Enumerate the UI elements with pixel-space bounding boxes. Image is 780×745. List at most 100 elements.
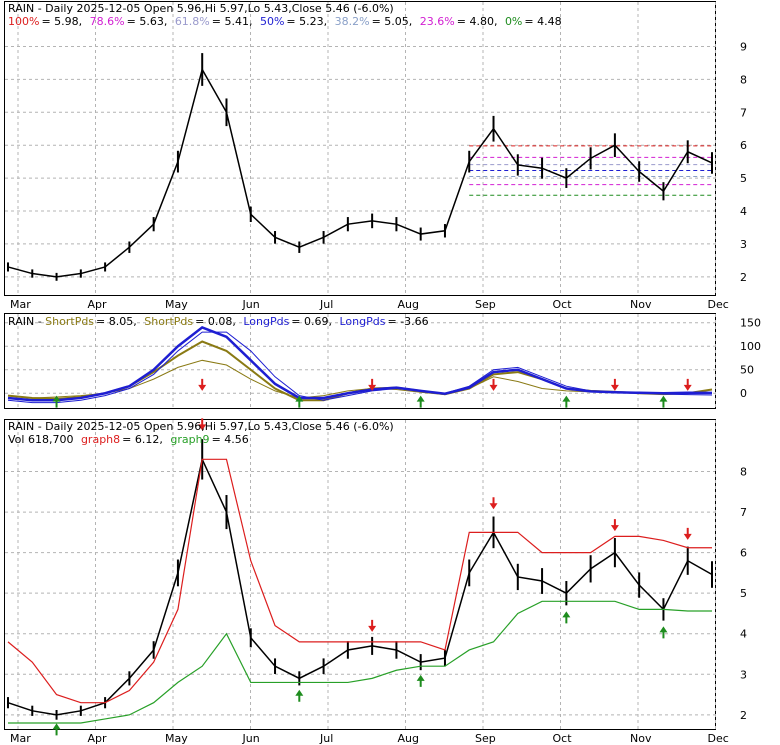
longpds-2-value: = -3.66	[387, 315, 428, 328]
buy-arrow	[295, 689, 304, 702]
x-tick-label: Oct	[553, 298, 573, 311]
y-tick-label: 3	[740, 238, 747, 251]
y-tick-label: 3	[740, 668, 747, 681]
y-tick-label: 0	[740, 387, 747, 400]
fib-50-value: = 5.23,	[286, 15, 327, 28]
sell-arrow	[198, 378, 207, 391]
fib-100-value: = 5.98,	[41, 15, 82, 28]
y-tick-label: 50	[740, 364, 754, 377]
sell-arrow	[368, 619, 377, 632]
shortpds-2-value: = 0.08,	[195, 315, 236, 328]
fib-382-label: 38.2%	[335, 15, 370, 28]
oscillator-lines	[7, 325, 713, 404]
y-tick-label: 2	[740, 709, 747, 722]
volume-value: Vol 618,700	[8, 433, 73, 446]
x-tick-label: Mar	[10, 298, 31, 311]
y-tick-label: 7	[740, 506, 747, 519]
fib-618-label: 61.8%	[175, 15, 210, 28]
y-tick-label: 8	[740, 73, 747, 86]
x-tick-label: Aug	[398, 732, 419, 745]
y-tick-label: 9	[740, 40, 747, 53]
axis-tick-labels: 9 8 7 6 5 4 3 2 Mar Apr May Jun Jul Aug Sep Oct Nov Dec 15…	[10, 40, 761, 745]
price-panel-grid	[5, 2, 716, 296]
stop-lines	[7, 439, 713, 724]
oscillator-title: RAIN - ShortPds = 8.05, ShortPds = 0.08, L…	[8, 315, 429, 328]
graph9-value: = 4.56	[212, 433, 249, 446]
fib-786-label: 78.6%	[90, 15, 125, 28]
buy-arrow	[659, 395, 668, 408]
buy-arrow	[562, 395, 571, 408]
y-tick-label: 100	[740, 340, 761, 353]
volume-legend: Vol 618,700 graph8 = 6.12, graph9 = 4.56	[8, 433, 249, 446]
volume-panel-frame	[4, 419, 716, 730]
oscillator-series-line	[7, 325, 713, 402]
x-tick-label: Dec	[708, 298, 729, 311]
sell-arrow	[683, 527, 692, 540]
volume-panel-grid	[5, 420, 716, 730]
signal-arrows	[52, 378, 692, 736]
graph8-label: graph8	[81, 433, 120, 446]
fib-236-value: = 4.80,	[457, 15, 498, 28]
y-tick-label: 8	[740, 466, 747, 479]
x-tick-label: May	[165, 732, 188, 745]
y-tick-label: 7	[740, 106, 747, 119]
y-tick-label: 6	[740, 139, 747, 152]
sell-arrow	[198, 418, 207, 431]
y-tick-label: 150	[740, 317, 761, 330]
x-tick-label: May	[165, 298, 188, 311]
price-panel-title: RAIN - Daily 2025-12-05 Open 5.96,Hi 5.9…	[8, 2, 394, 15]
y-tick-label: 5	[740, 172, 747, 185]
x-tick-label: Jul	[319, 732, 333, 745]
sell-arrow	[489, 497, 498, 510]
fib-382-value: = 5.05,	[372, 15, 413, 28]
y-tick-label: 2	[740, 271, 747, 284]
buy-arrow	[416, 674, 425, 687]
x-tick-label: Apr	[88, 298, 108, 311]
x-tick-label: Jul	[319, 298, 333, 311]
fib-236-label: 23.6%	[420, 15, 455, 28]
volume-panel-title: RAIN - Daily 2025-12-05 Open 5.96,Hi 5.9…	[8, 420, 394, 433]
x-tick-label: Jun	[242, 298, 260, 311]
fib-0-value: = 4.48	[524, 15, 561, 28]
price-lower-line	[7, 456, 713, 716]
x-tick-label: Apr	[88, 732, 108, 745]
buy-arrow	[562, 611, 571, 624]
y-tick-label: 4	[740, 205, 747, 218]
x-tick-label: Sep	[475, 732, 496, 745]
y-tick-label: 4	[740, 628, 747, 641]
sell-arrow	[489, 378, 498, 391]
shortpds-1-label: ShortPds	[45, 315, 94, 328]
x-tick-label: Mar	[10, 732, 31, 745]
buy-arrow	[659, 626, 668, 639]
buy-arrow	[416, 395, 425, 408]
x-tick-label: Nov	[630, 298, 652, 311]
fib-50-label: 50%	[260, 15, 284, 28]
buy-arrow	[295, 395, 304, 408]
shortpds-2-label: ShortPds	[144, 315, 193, 328]
price-line	[7, 67, 713, 278]
fib-100-label: 100%	[8, 15, 39, 28]
sell-arrow	[610, 378, 619, 391]
x-tick-label: Dec	[708, 732, 729, 745]
shortpds-1-value: = 8.05,	[96, 315, 137, 328]
x-tick-label: Oct	[553, 732, 573, 745]
oscillator-ticker: RAIN -	[8, 315, 45, 328]
sell-arrow	[368, 378, 377, 391]
fib-legend: 100% = 5.98, 78.6% = 5.63, 61.8% = 5.41, 50…	[8, 15, 562, 28]
fib-0-label: 0%	[505, 15, 522, 28]
longpds-2-label: LongPds	[340, 315, 386, 328]
price-bars	[7, 53, 713, 281]
graph9-label: graph9	[170, 433, 209, 446]
longpds-1-label: LongPds	[243, 315, 289, 328]
buy-arrow	[52, 395, 61, 408]
fib-786-value: = 5.63,	[127, 15, 168, 28]
sell-arrow	[610, 519, 619, 532]
x-tick-label: Nov	[630, 732, 652, 745]
longpds-1-value: = 0.69,	[291, 315, 332, 328]
graph8-value: = 6.12,	[122, 433, 163, 446]
y-tick-label: 5	[740, 587, 747, 600]
sell-arrow	[683, 378, 692, 391]
x-tick-label: Jun	[242, 732, 260, 745]
buy-arrow	[52, 723, 61, 736]
y-tick-label: 6	[740, 547, 747, 560]
